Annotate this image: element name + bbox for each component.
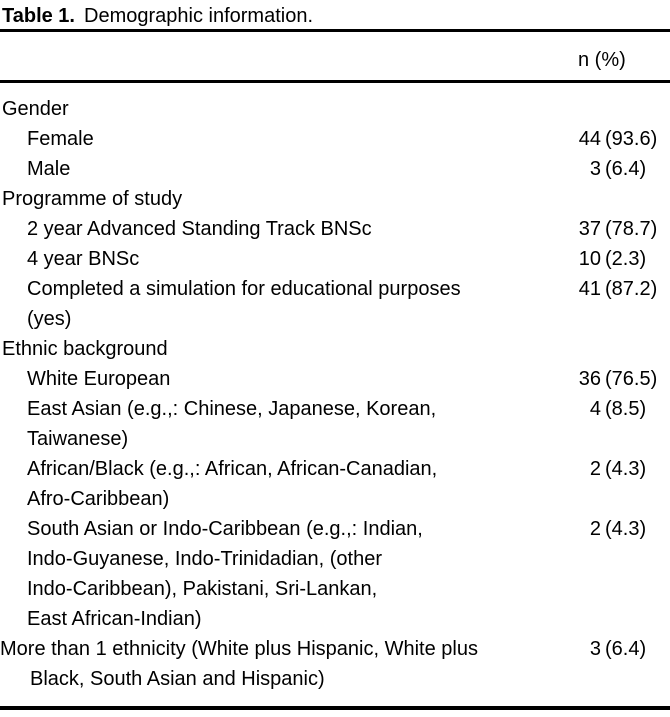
column-header-n-percent: n (%) (578, 49, 626, 71)
row-percent: (78.7) (605, 218, 658, 240)
table-row: Gender (0, 94, 670, 124)
row-label: South Asian or Indo-Caribbean (e.g.,: In… (27, 518, 423, 630)
row-value: 36 (76.5) (578, 364, 670, 394)
table-row: Female 44 (93.6) (0, 124, 670, 154)
table-row: 4 year BNSc 10 (2.3) (0, 244, 670, 274)
demographics-table: n (%) Gender Female 44 (93.6) Male 3 (6.4) Prog… (0, 29, 670, 710)
row-label: 2 year Advanced Standing Track BNSc (27, 218, 372, 240)
row-label: Male (27, 158, 71, 180)
table-row: African/Black (e.g.,: African, African-C… (0, 454, 670, 514)
row-label: Completed a simulation for educational p… (27, 278, 461, 330)
row-percent: (8.5) (605, 398, 647, 420)
row-n: 2 (589, 518, 601, 540)
table-number-label: Table 1. (2, 5, 75, 27)
row-value: 2 (4.3) (578, 454, 670, 484)
row-percent: (4.3) (605, 458, 647, 480)
table-row: Programme of study (0, 184, 670, 214)
table-body: Gender Female 44 (93.6) Male 3 (6.4) Programme … (0, 83, 670, 710)
row-value: 44 (93.6) (578, 124, 670, 154)
table-header-row: n (%) (0, 32, 670, 83)
row-label: More than 1 ethnicity (White plus Hispan… (0, 638, 478, 690)
row-percent: (76.5) (605, 368, 658, 390)
row-percent: (93.6) (605, 128, 658, 150)
row-value: 37 (78.7) (578, 214, 670, 244)
row-value: 2 (4.3) (578, 514, 670, 544)
table-row: 2 year Advanced Standing Track BNSc 37 (78… (0, 214, 670, 244)
row-percent: (87.2) (605, 278, 658, 300)
row-n: 3 (589, 638, 601, 660)
row-n: 2 (589, 458, 601, 480)
row-n: 44 (578, 128, 601, 150)
row-label: Gender (2, 98, 69, 120)
table-row: Ethnic background (0, 334, 670, 364)
row-percent: (4.3) (605, 518, 647, 540)
row-percent: (2.3) (605, 248, 647, 270)
row-label: Female (27, 128, 94, 150)
row-n: 4 (589, 398, 601, 420)
row-value: 3 (6.4) (578, 634, 670, 664)
row-value: 41 (87.2) (578, 274, 670, 304)
row-n: 10 (578, 248, 601, 270)
row-n: 3 (589, 158, 601, 180)
table-row: East Asian (e.g.,: Chinese, Japanese, Ko… (0, 394, 670, 454)
row-value: 4 (8.5) (578, 394, 670, 424)
row-n: 37 (578, 218, 601, 240)
table-row: Completed a simulation for educational p… (0, 274, 670, 334)
row-n: 41 (578, 278, 601, 300)
row-label: Programme of study (2, 188, 183, 210)
row-label: East Asian (e.g.,: Chinese, Japanese, Ko… (27, 398, 437, 450)
row-percent: (6.4) (605, 158, 647, 180)
table-caption: Table 1. Demographic information. (0, 0, 670, 29)
row-label: African/Black (e.g.,: African, African-C… (27, 458, 438, 510)
table-row: More than 1 ethnicity (White plus Hispan… (0, 634, 670, 694)
table-title-text: Demographic information. (84, 5, 313, 27)
row-value: 10 (2.3) (578, 244, 670, 274)
row-label: White European (27, 368, 171, 390)
table-row: South Asian or Indo-Caribbean (e.g.,: In… (0, 514, 670, 634)
table-row: White European 36 (76.5) (0, 364, 670, 394)
row-value: 3 (6.4) (578, 154, 670, 184)
row-percent: (6.4) (605, 638, 647, 660)
table-row: Male 3 (6.4) (0, 154, 670, 184)
row-label: 4 year BNSc (27, 248, 140, 270)
row-n: 36 (578, 368, 601, 390)
row-label: Ethnic background (2, 338, 168, 360)
